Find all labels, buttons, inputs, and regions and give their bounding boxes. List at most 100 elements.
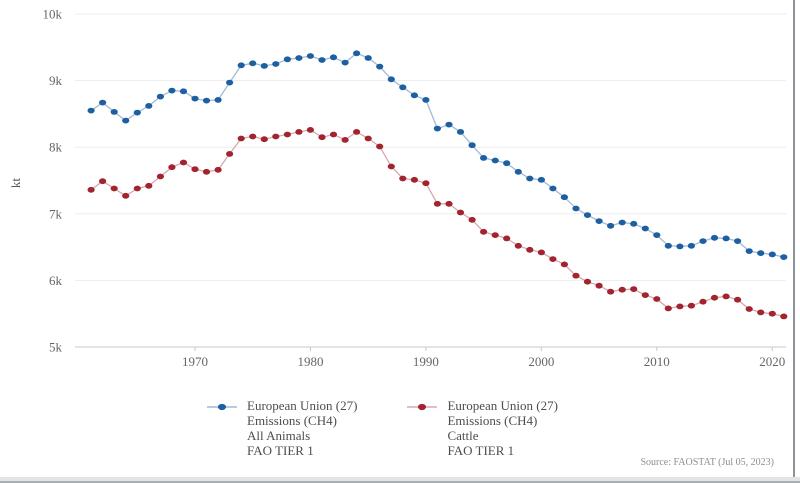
data-point[interactable] [318,57,326,63]
data-point[interactable] [757,309,765,316]
data-point[interactable] [376,63,384,70]
data-point[interactable] [710,294,719,301]
data-point[interactable] [295,129,303,135]
data-point[interactable] [260,63,268,69]
data-point[interactable] [780,254,788,260]
data-point[interactable] [618,286,626,293]
data-point[interactable] [768,310,776,317]
data-point[interactable] [306,126,314,133]
data-point[interactable] [410,176,418,183]
data-point[interactable] [595,218,603,225]
data-point[interactable] [664,242,672,249]
data-point[interactable] [387,163,395,170]
data-point[interactable] [168,164,176,171]
data-point[interactable] [537,176,546,183]
data-point[interactable] [364,135,372,142]
data-point[interactable] [122,117,130,124]
data-point[interactable] [179,159,188,166]
data-point[interactable] [445,200,453,207]
data-point[interactable] [99,178,107,185]
data-point[interactable] [468,216,476,223]
data-point[interactable] [110,185,118,192]
data-point[interactable] [722,293,730,300]
data-point[interactable] [630,286,638,292]
data-point[interactable] [341,59,349,66]
data-point[interactable] [687,242,696,249]
data-point[interactable] [480,155,488,161]
data-point[interactable] [583,212,592,219]
data-point[interactable] [664,305,672,312]
data-point[interactable] [156,173,164,180]
legend-item-cattle[interactable]: European Union (27) Emissions (CH4) Catt… [407,398,558,458]
data-point[interactable] [87,107,95,114]
data-point[interactable] [526,246,534,253]
data-point[interactable] [560,194,569,201]
data-point[interactable] [549,185,557,192]
data-point[interactable] [399,84,407,91]
data-point[interactable] [341,137,349,143]
data-point[interactable] [734,296,742,303]
data-point[interactable] [87,186,95,193]
data-point[interactable] [353,129,361,135]
data-point[interactable] [145,182,153,189]
data-point[interactable] [503,160,511,167]
data-point[interactable] [376,143,384,150]
data-point[interactable] [433,125,441,132]
data-point[interactable] [491,157,499,164]
data-point[interactable] [676,303,684,310]
data-point[interactable] [676,243,684,250]
data-point[interactable] [191,95,199,102]
data-point[interactable] [237,135,245,142]
data-point[interactable] [480,228,488,235]
data-point[interactable] [514,168,522,175]
data-point[interactable] [503,235,511,242]
data-point[interactable] [514,242,522,249]
data-point[interactable] [607,222,615,229]
data-point[interactable] [145,103,153,109]
data-point[interactable] [641,292,649,298]
data-point[interactable] [226,79,234,86]
data-point[interactable] [399,175,407,182]
data-point[interactable] [595,282,603,289]
data-point[interactable] [537,249,546,256]
data-point[interactable] [237,62,245,69]
data-point[interactable] [549,256,557,262]
data-point[interactable] [202,97,211,104]
data-point[interactable] [110,109,118,115]
data-point[interactable] [422,180,430,187]
data-point[interactable] [630,220,638,227]
data-point[interactable] [456,209,465,216]
data-point[interactable] [191,166,199,173]
data-point[interactable] [468,142,476,149]
data-point[interactable] [710,234,719,241]
data-point[interactable] [653,296,661,302]
data-point[interactable] [260,136,268,143]
data-point[interactable] [745,248,753,255]
data-point[interactable] [387,76,395,83]
data-point[interactable] [641,225,649,232]
data-point[interactable] [283,131,291,138]
data-point[interactable] [768,251,776,258]
data-point[interactable] [422,97,430,103]
data-point[interactable] [699,238,707,245]
data-point[interactable] [168,87,176,94]
data-point[interactable] [722,235,730,242]
data-point[interactable] [283,56,291,63]
data-point[interactable] [364,55,372,61]
data-point[interactable] [734,238,742,245]
data-point[interactable] [572,272,580,279]
data-point[interactable] [572,205,580,212]
data-point[interactable] [329,54,338,61]
data-point[interactable] [202,168,211,175]
data-point[interactable] [456,129,465,135]
data-point[interactable] [272,133,280,140]
data-point[interactable] [214,97,222,103]
data-point[interactable] [156,93,164,100]
data-point[interactable] [653,232,661,239]
data-point[interactable] [526,175,534,182]
data-point[interactable] [249,60,257,67]
data-point[interactable] [780,313,788,320]
data-point[interactable] [353,50,361,57]
data-point[interactable] [295,55,303,61]
data-point[interactable] [618,219,626,226]
